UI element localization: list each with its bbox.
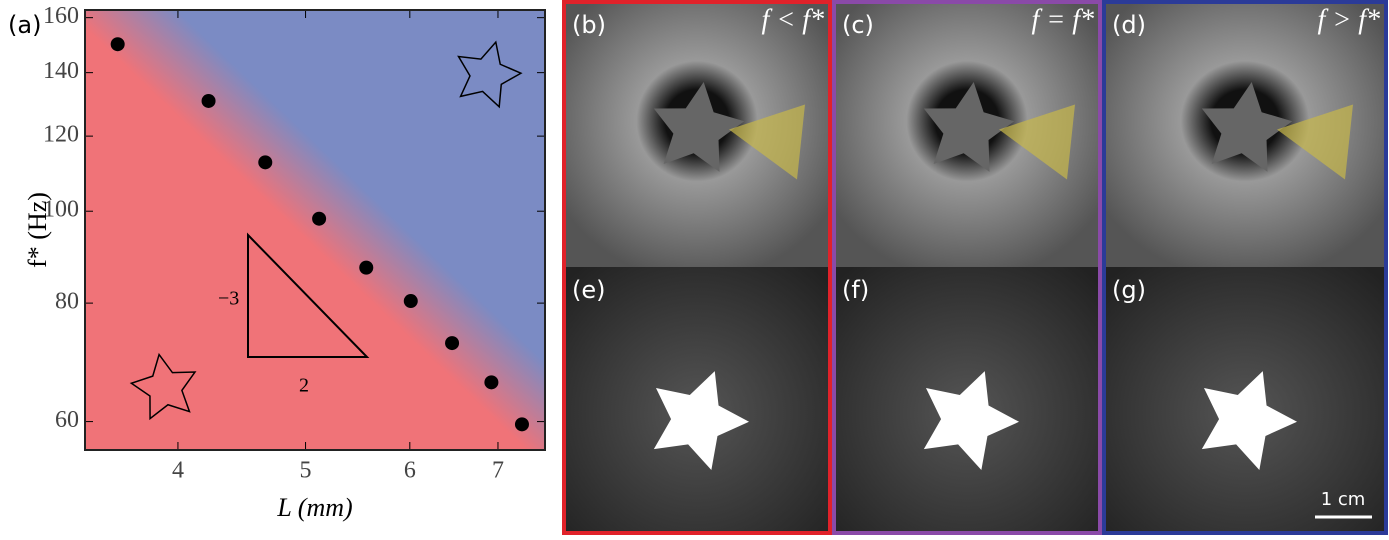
y-tick-label: 80	[55, 289, 79, 315]
data-point	[514, 417, 529, 432]
star	[923, 371, 1020, 471]
y-tick-label: 160	[43, 3, 79, 29]
star	[653, 81, 745, 172]
y-tick-label: 120	[43, 122, 79, 148]
panel-border	[1102, 0, 1388, 535]
data-point	[484, 375, 499, 390]
star	[653, 371, 750, 471]
slope-triangle	[247, 232, 370, 358]
star	[1201, 371, 1298, 471]
panel-label: (b)	[572, 11, 606, 39]
panel-title: f > f*	[1318, 4, 1380, 35]
y-tick-label: 140	[43, 58, 79, 84]
panel-title: f = f*	[1032, 4, 1094, 35]
star-icon	[129, 352, 197, 421]
slope-label: −3	[218, 288, 239, 310]
data-point	[312, 211, 327, 226]
panel-label: (e)	[572, 276, 606, 304]
panel-label: (a)	[8, 11, 41, 39]
plot-frame	[84, 9, 546, 451]
data-point	[403, 294, 418, 309]
panel-border	[562, 0, 832, 535]
light-sheet	[1277, 104, 1353, 180]
panel-label: (g)	[1112, 276, 1146, 304]
data-point	[258, 155, 273, 170]
x-tick-label: 5	[300, 458, 312, 484]
panel-title: f < f*	[762, 4, 824, 35]
x-axis-label: L (mm)	[276, 493, 352, 522]
x-tick-label: 4	[172, 458, 184, 484]
x-tick-label: 7	[492, 458, 504, 484]
star	[923, 81, 1015, 172]
y-axis-label: f* (Hz)	[23, 192, 52, 268]
data-point	[359, 260, 374, 275]
slope-label: 2	[299, 375, 309, 397]
star-icon	[457, 40, 523, 109]
panel-label: (d)	[1112, 11, 1146, 39]
chart: −3 2 4 5 6 7 60 80 100 120 140 160 L (mm) f* (Hz) (a)	[8, 3, 546, 522]
panel-label: (f)	[842, 276, 869, 304]
data-point	[445, 336, 460, 351]
light-sheet	[729, 104, 805, 180]
photo-panels: f < f* (b) f = f* (c) f > f* (d) (e) (f) (g) 1 cm	[562, 0, 1388, 535]
star	[1201, 81, 1293, 172]
x-tick-label: 6	[404, 458, 416, 484]
light-sheet	[999, 104, 1075, 180]
data-point	[201, 93, 216, 108]
y-tick-label: 100	[43, 197, 79, 223]
data-point	[110, 37, 125, 52]
scale-bar-label: 1 cm	[1321, 489, 1366, 510]
y-tick-label: 60	[55, 407, 79, 433]
panel-border	[832, 0, 1102, 535]
plot-background	[85, 10, 545, 450]
panel-label: (c)	[842, 11, 874, 39]
